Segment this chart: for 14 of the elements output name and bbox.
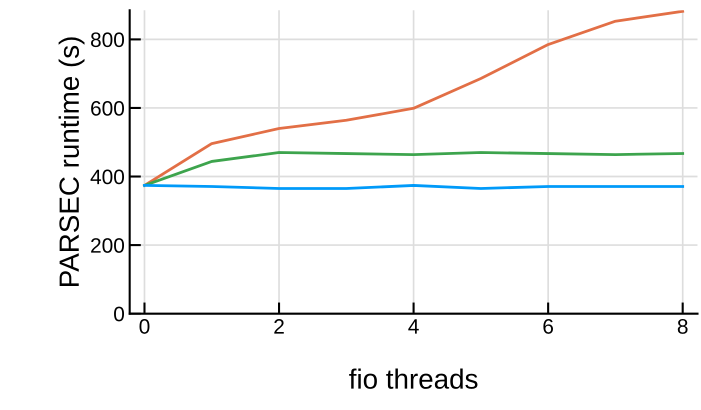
x-axis-title: fio threads (349, 368, 478, 389)
x-tick-label: 2 (274, 319, 284, 334)
y-tick-label: 600 (91, 100, 124, 116)
line-series (143, 10, 684, 187)
y-tick-label: 200 (91, 238, 124, 253)
y-tick-label: 0 (114, 306, 124, 322)
x-tick-label: 8 (678, 319, 688, 334)
y-tick-label: 800 (90, 32, 124, 48)
y-tick-label: 400 (90, 170, 124, 184)
x-tick-label: 6 (543, 319, 554, 334)
line-series (143, 151, 684, 187)
x-tick-label: 4 (408, 319, 419, 334)
y-axis-title: PARSEC runtime (s) (58, 37, 84, 286)
x-tick-label: 0 (140, 319, 150, 334)
